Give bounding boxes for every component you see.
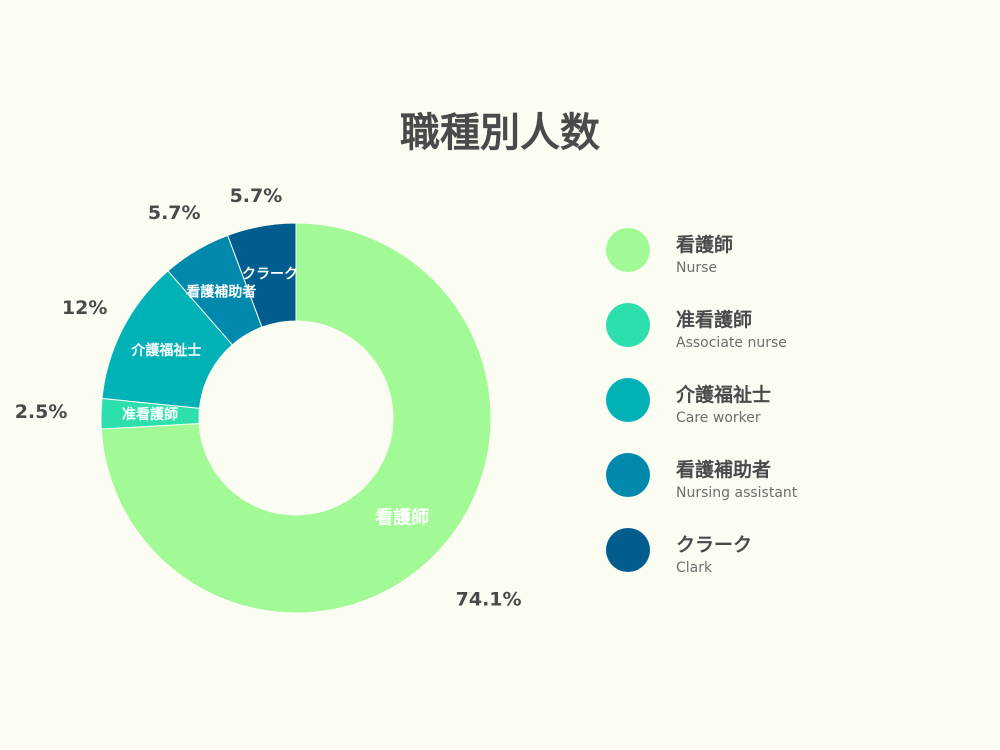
slice-label-2: 准看護師	[122, 406, 178, 423]
legend-label: 看護師	[676, 234, 734, 256]
slice-1	[100, 222, 492, 614]
value-label-3: 12%	[62, 297, 107, 319]
slice-label-3: 介護福祉士	[130, 342, 201, 359]
value-label-2: 2.5%	[15, 401, 68, 423]
slice-label-1: 看護師	[374, 506, 429, 528]
outer-labels-group: 74.1% 2.5% 12% 5.7% 5.7%	[15, 185, 522, 610]
legend-label: 准看護師	[676, 309, 753, 331]
legend-swatch	[606, 378, 650, 422]
slices-group	[100, 222, 492, 614]
legend-sublabel: Nurse	[676, 260, 718, 276]
legend-swatch	[606, 228, 650, 272]
value-label-5: 5.7%	[230, 185, 283, 207]
legend-swatch	[606, 303, 650, 347]
legend-swatch	[606, 528, 650, 572]
legend-sublabel: Associate nurse	[676, 335, 787, 351]
slice-label-5: クラーク	[242, 266, 298, 282]
legend-label: 看護補助者	[676, 459, 772, 481]
slice-label-4: 看護補助者	[185, 284, 256, 301]
value-label-4: 5.7%	[148, 202, 201, 224]
legend-sublabel: Clark	[676, 560, 713, 576]
value-label-1: 74.1%	[456, 589, 522, 611]
inner-labels-group: 看護師 准看護師 介護福祉士 看護補助者 クラーク	[122, 266, 429, 528]
legend-label: 介護福祉士	[676, 384, 772, 406]
slice-5	[227, 222, 297, 328]
legend-sublabel: Nursing assistant	[676, 485, 798, 501]
legend-swatch	[606, 453, 650, 497]
chart-title: 職種別人数	[400, 110, 600, 156]
legend-sublabel: Care worker	[676, 410, 761, 426]
legend-label: クラーク	[676, 534, 753, 556]
